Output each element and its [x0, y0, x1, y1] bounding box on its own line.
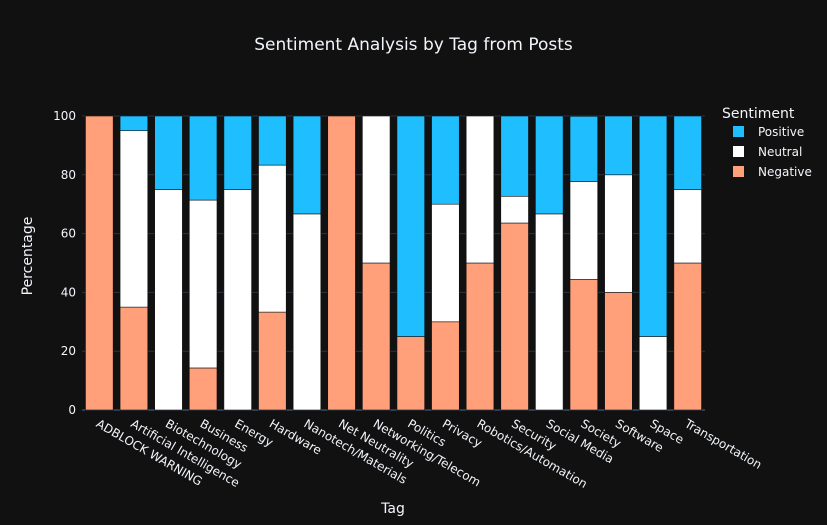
- y-tick-label: 100: [53, 109, 76, 123]
- bar-segment-negative[interactable]: [327, 115, 356, 411]
- legend-label: Positive: [758, 125, 804, 139]
- bar-segment-negative[interactable]: [465, 262, 495, 411]
- bar-segment-negative[interactable]: [569, 279, 599, 411]
- bar-segment-positive[interactable]: [638, 115, 668, 337]
- bar-segment-neutral[interactable]: [188, 199, 218, 369]
- bar-segment-positive[interactable]: [604, 115, 633, 176]
- bar-segment-neutral[interactable]: [223, 189, 252, 411]
- bar-segment-negative[interactable]: [500, 222, 529, 411]
- bar-segment-neutral[interactable]: [465, 115, 495, 264]
- bar-segment-neutral[interactable]: [292, 213, 322, 411]
- y-tick-label: 60: [61, 227, 76, 241]
- bar-segment-positive[interactable]: [223, 115, 252, 190]
- bar-segment-neutral[interactable]: [154, 189, 183, 411]
- legend-label: Neutral: [758, 145, 802, 159]
- chart-title: Sentiment Analysis by Tag from Posts: [254, 35, 573, 55]
- bar-segment-negative[interactable]: [396, 336, 425, 411]
- legend-swatch: [733, 126, 744, 137]
- bar-segment-positive[interactable]: [431, 115, 460, 205]
- y-tick-labels: 0 20 40 60 80 100: [53, 109, 76, 417]
- bar-segment-neutral[interactable]: [638, 336, 668, 411]
- legend-item-positive[interactable]: Positive: [733, 125, 804, 139]
- bar-segment-neutral[interactable]: [362, 115, 391, 264]
- bar-segment-positive[interactable]: [396, 115, 425, 337]
- bar-segment-neutral[interactable]: [535, 213, 564, 411]
- bar-segment-positive[interactable]: [292, 115, 322, 215]
- legend-title: Sentiment: [722, 106, 795, 122]
- bar-segment-neutral[interactable]: [673, 189, 702, 264]
- legend-item-negative[interactable]: Negative: [733, 165, 812, 179]
- legend-swatch: [733, 166, 744, 177]
- y-tick-label: 40: [61, 285, 76, 299]
- bar-segment-neutral[interactable]: [569, 181, 599, 280]
- bar-segment-positive[interactable]: [569, 115, 599, 182]
- bar-segment-neutral[interactable]: [604, 174, 633, 293]
- x-axis-title: Tag: [380, 501, 405, 517]
- bar-segment-positive[interactable]: [673, 115, 702, 190]
- bar-segment-negative[interactable]: [431, 321, 460, 411]
- bar-segment-negative[interactable]: [362, 262, 391, 411]
- bar-segment-neutral[interactable]: [119, 130, 149, 308]
- bar-segment-negative[interactable]: [258, 311, 287, 411]
- bar-segment-negative[interactable]: [673, 262, 702, 411]
- bar-segment-neutral[interactable]: [258, 164, 287, 313]
- bar-segment-positive[interactable]: [188, 115, 218, 201]
- legend[interactable]: Sentiment Positive Neutral Negative: [722, 106, 812, 179]
- bar-segment-negative[interactable]: [604, 292, 633, 411]
- legend-swatch: [733, 146, 744, 157]
- y-gridlines: [82, 115, 705, 411]
- bar-segment-positive[interactable]: [500, 115, 529, 197]
- bar-segment-negative[interactable]: [119, 306, 149, 411]
- bar-segment-positive[interactable]: [258, 115, 287, 166]
- bar-segment-neutral[interactable]: [500, 195, 529, 224]
- bar-segment-positive[interactable]: [119, 115, 149, 131]
- bar-segment-neutral[interactable]: [431, 203, 460, 323]
- y-tick-label: 0: [68, 403, 76, 417]
- y-tick-label: 80: [61, 168, 76, 182]
- legend-label: Negative: [758, 165, 812, 179]
- legend-item-neutral[interactable]: Neutral: [733, 145, 802, 159]
- bar-segment-negative[interactable]: [188, 367, 218, 411]
- bar-segment-positive[interactable]: [154, 115, 183, 190]
- y-axis-title: Percentage: [20, 217, 36, 296]
- y-tick-label: 20: [61, 344, 76, 358]
- bars: [85, 115, 702, 411]
- bar-segment-negative[interactable]: [85, 115, 114, 411]
- bar-segment-positive[interactable]: [535, 115, 564, 215]
